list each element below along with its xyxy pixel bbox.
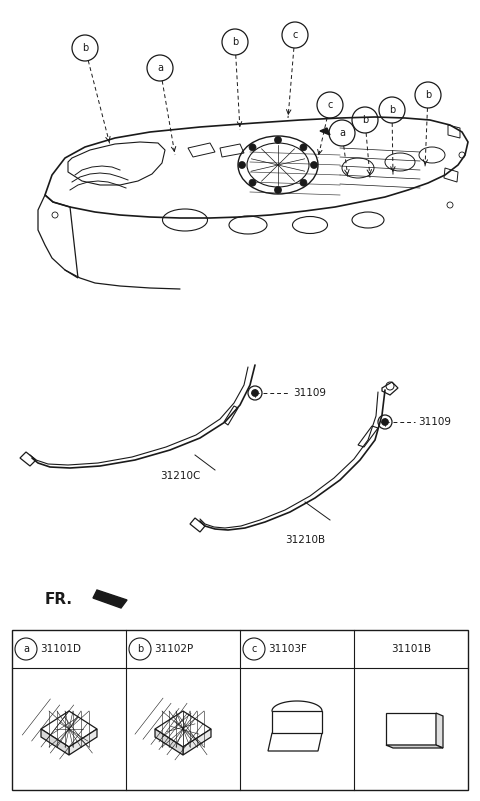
Text: b: b [389, 105, 395, 115]
Text: a: a [23, 644, 29, 654]
Polygon shape [386, 745, 443, 748]
Polygon shape [155, 711, 211, 747]
Text: c: c [292, 30, 298, 40]
Polygon shape [268, 733, 322, 751]
Polygon shape [320, 128, 330, 135]
Text: 31101D: 31101D [40, 644, 81, 654]
Circle shape [382, 418, 388, 425]
Text: FR.: FR. [45, 593, 73, 607]
Circle shape [275, 136, 281, 143]
Text: 31210C: 31210C [160, 471, 200, 481]
Circle shape [249, 144, 256, 151]
Text: b: b [425, 90, 431, 100]
Text: 31109: 31109 [418, 417, 451, 427]
Text: b: b [82, 43, 88, 53]
Polygon shape [155, 729, 183, 755]
Text: b: b [137, 644, 143, 654]
Polygon shape [272, 711, 322, 733]
Text: 31109: 31109 [293, 388, 326, 398]
Circle shape [275, 187, 281, 194]
Text: 31210B: 31210B [285, 535, 325, 545]
Circle shape [300, 144, 307, 151]
Text: a: a [157, 63, 163, 73]
Polygon shape [183, 729, 211, 755]
Text: 31102P: 31102P [154, 644, 193, 654]
Polygon shape [436, 713, 443, 748]
Circle shape [311, 162, 317, 168]
Circle shape [249, 179, 256, 186]
Polygon shape [93, 590, 127, 608]
Text: c: c [252, 644, 257, 654]
Text: b: b [232, 37, 238, 47]
Polygon shape [41, 711, 97, 747]
Text: b: b [362, 115, 368, 125]
Text: 31103F: 31103F [268, 644, 307, 654]
Circle shape [239, 162, 245, 168]
Circle shape [252, 389, 259, 396]
Circle shape [300, 179, 307, 186]
Polygon shape [386, 713, 436, 745]
Polygon shape [69, 729, 97, 755]
Text: a: a [339, 128, 345, 138]
Text: c: c [327, 100, 333, 110]
Text: 31101B: 31101B [391, 644, 431, 654]
Polygon shape [41, 729, 69, 755]
